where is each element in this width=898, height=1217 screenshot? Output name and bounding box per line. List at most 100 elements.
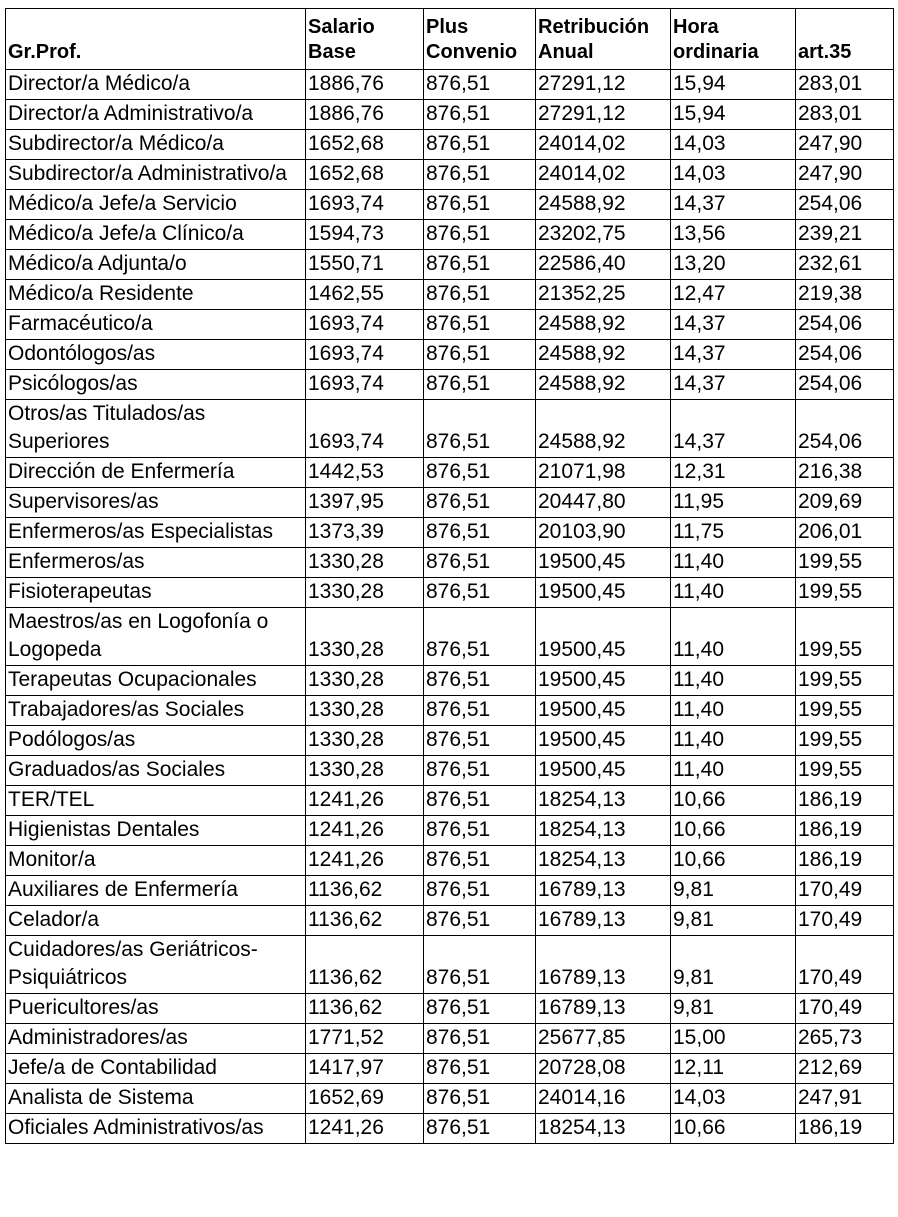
value-cell: 876,51 [423,1113,536,1144]
value-cell: 876,51 [423,69,536,100]
table-row: Podólogos/as 1330,28 876,51 19500,45 11,40 19… [5,725,894,756]
value-cell: 876,51 [423,399,536,458]
category-cell: Cuidadores/as Geriátricos-Psiquiátricos [5,935,306,994]
category-cell: Médico/a Jefe/a Clínico/a [5,219,306,250]
category-cell: Oficiales Administrativos/as [5,1113,306,1144]
category-cell: Farmacéutico/a [5,309,306,340]
value-cell: 14,03 [670,1083,796,1114]
value-cell: 219,38 [795,279,894,310]
value-cell: 12,47 [670,279,796,310]
value-cell: 876,51 [423,339,536,370]
value-cell: 18254,13 [535,1113,671,1144]
category-cell: Psicólogos/as [5,369,306,400]
value-cell: 24014,16 [535,1083,671,1114]
value-cell: 12,11 [670,1053,796,1084]
value-cell: 10,66 [670,785,796,816]
table-row: Administradores/as 1771,52 876,51 25677,85 1… [5,1023,894,1054]
value-cell: 16789,13 [535,875,671,906]
value-cell: 1652,68 [305,129,424,160]
category-cell: Maestros/as en Logofonía o Logopeda [5,607,306,666]
category-cell: Dirección de Enfermería [5,457,306,488]
category-cell: Terapeutas Ocupacionales [5,665,306,696]
value-cell: 170,49 [795,935,894,994]
value-cell: 265,73 [795,1023,894,1054]
category-cell: Celador/a [5,905,306,936]
value-cell: 1330,28 [305,755,424,786]
table-row: Higienistas Dentales 1241,26 876,51 18254,1… [5,815,894,846]
value-cell: 24588,92 [535,339,671,370]
value-cell: 876,51 [423,665,536,696]
value-cell: 170,49 [795,875,894,906]
value-cell: 20447,80 [535,487,671,518]
value-cell: 16789,13 [535,993,671,1024]
value-cell: 1594,73 [305,219,424,250]
category-cell: Puericultores/as [5,993,306,1024]
value-cell: 1652,68 [305,159,424,190]
category-cell: Odontólogos/as [5,339,306,370]
category-cell: Subdirector/a Médico/a [5,129,306,160]
value-cell: 11,40 [670,755,796,786]
value-cell: 1550,71 [305,249,424,280]
value-cell: 283,01 [795,69,894,100]
value-cell: 19500,45 [535,695,671,726]
value-cell: 254,06 [795,309,894,340]
value-cell: 1417,97 [305,1053,424,1084]
value-cell: 876,51 [423,695,536,726]
value-cell: 186,19 [795,1113,894,1144]
category-cell: Médico/a Jefe/a Servicio [5,189,306,220]
value-cell: 9,81 [670,905,796,936]
value-cell: 247,90 [795,159,894,190]
value-cell: 10,66 [670,815,796,846]
table-row: Trabajadores/as Sociales 1330,28 876,51 195… [5,695,894,726]
table-row: Jefe/a de Contabilidad 1417,97 876,51 20728… [5,1053,894,1084]
value-cell: 15,00 [670,1023,796,1054]
value-cell: 18254,13 [535,845,671,876]
table-row: Supervisores/as 1397,95 876,51 20447,80 11,9… [5,487,894,518]
value-cell: 232,61 [795,249,894,280]
value-cell: 254,06 [795,399,894,458]
value-cell: 10,66 [670,1113,796,1144]
value-cell: 239,21 [795,219,894,250]
category-cell: Analista de Sistema [5,1083,306,1114]
value-cell: 216,38 [795,457,894,488]
value-cell: 876,51 [423,875,536,906]
value-cell: 15,94 [670,99,796,130]
table-row: Médico/a Residente 1462,55 876,51 21352,25 1… [5,279,894,310]
table-row: Médico/a Jefe/a Clínico/a 1594,73 876,51 23… [5,219,894,250]
value-cell: 24014,02 [535,129,671,160]
category-cell: Médico/a Adjunta/o [5,249,306,280]
value-cell: 1693,74 [305,309,424,340]
header-cell: Gr.Prof. [5,8,306,70]
value-cell: 1462,55 [305,279,424,310]
value-cell: 18254,13 [535,815,671,846]
value-cell: 21071,98 [535,457,671,488]
value-cell: 254,06 [795,189,894,220]
value-cell: 876,51 [423,993,536,1024]
table-row: Médico/a Adjunta/o 1550,71 876,51 22586,40 1… [5,249,894,280]
value-cell: 10,66 [670,845,796,876]
value-cell: 15,94 [670,69,796,100]
value-cell: 21352,25 [535,279,671,310]
salary-table: Gr.Prof. Salario Base Plus Convenio Retribu… [5,8,894,1144]
value-cell: 876,51 [423,905,536,936]
value-cell: 876,51 [423,457,536,488]
value-cell: 12,31 [670,457,796,488]
category-cell: Higienistas Dentales [5,815,306,846]
table-row: Auxiliares de Enfermería 1136,62 876,51 167… [5,875,894,906]
value-cell: 14,03 [670,129,796,160]
value-cell: 22586,40 [535,249,671,280]
value-cell: 876,51 [423,279,536,310]
category-cell: Enfermeros/as Especialistas [5,517,306,548]
category-cell: Jefe/a de Contabilidad [5,1053,306,1084]
table-row: Graduados/as Sociales 1330,28 876,51 19500,… [5,755,894,786]
value-cell: 1136,62 [305,875,424,906]
value-cell: 876,51 [423,935,536,994]
value-cell: 876,51 [423,159,536,190]
table-row: Fisioterapeutas 1330,28 876,51 19500,45 11,4… [5,577,894,608]
category-cell: Fisioterapeutas [5,577,306,608]
value-cell: 876,51 [423,547,536,578]
category-cell: Monitor/a [5,845,306,876]
value-cell: 1886,76 [305,69,424,100]
value-cell: 876,51 [423,309,536,340]
value-cell: 1330,28 [305,607,424,666]
